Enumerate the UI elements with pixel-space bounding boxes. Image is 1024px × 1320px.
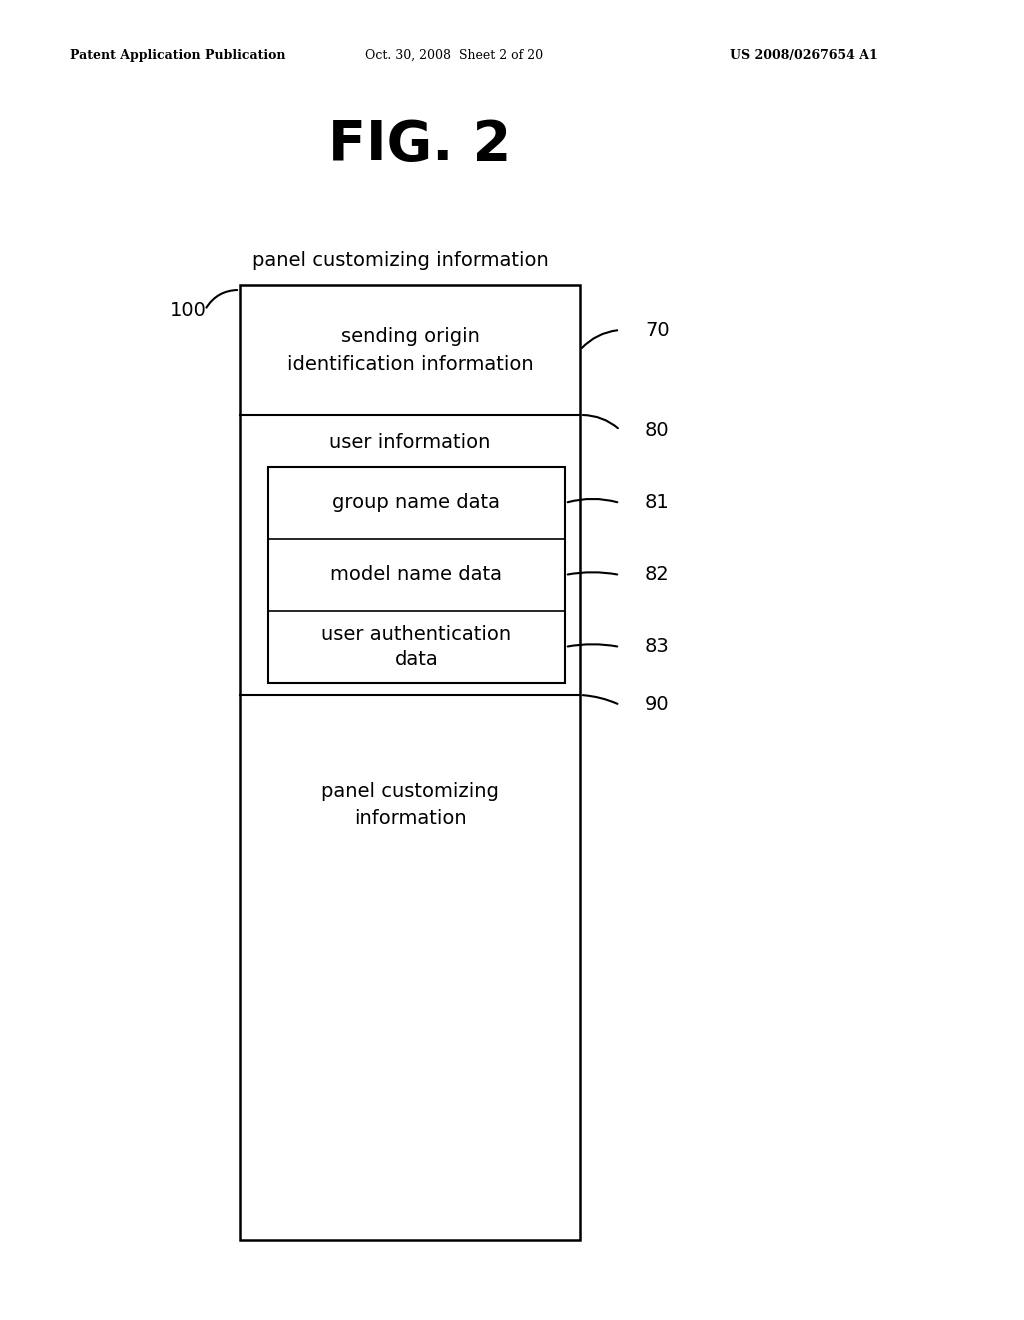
Text: 70: 70 [645, 321, 670, 339]
Text: panel customizing information: panel customizing information [252, 251, 549, 269]
Text: 83: 83 [645, 638, 670, 656]
Text: model name data: model name data [331, 565, 503, 585]
Text: FIG. 2: FIG. 2 [329, 117, 512, 172]
Text: Patent Application Publication: Patent Application Publication [70, 49, 286, 62]
Text: 82: 82 [645, 565, 670, 585]
Text: user authentication
data: user authentication data [322, 624, 512, 669]
Text: group name data: group name data [333, 494, 501, 512]
Text: user information: user information [330, 433, 490, 453]
Text: Oct. 30, 2008  Sheet 2 of 20: Oct. 30, 2008 Sheet 2 of 20 [365, 49, 543, 62]
Text: 81: 81 [645, 494, 670, 512]
Text: 100: 100 [170, 301, 207, 319]
Text: sending origin
identification information: sending origin identification informatio… [287, 326, 534, 374]
Text: 80: 80 [645, 421, 670, 440]
Text: 90: 90 [645, 696, 670, 714]
Bar [268, 467, 565, 682]
Text: panel customizing
information: panel customizing information [322, 783, 499, 828]
Text: US 2008/0267654 A1: US 2008/0267654 A1 [730, 49, 878, 62]
Bar [240, 285, 580, 1239]
